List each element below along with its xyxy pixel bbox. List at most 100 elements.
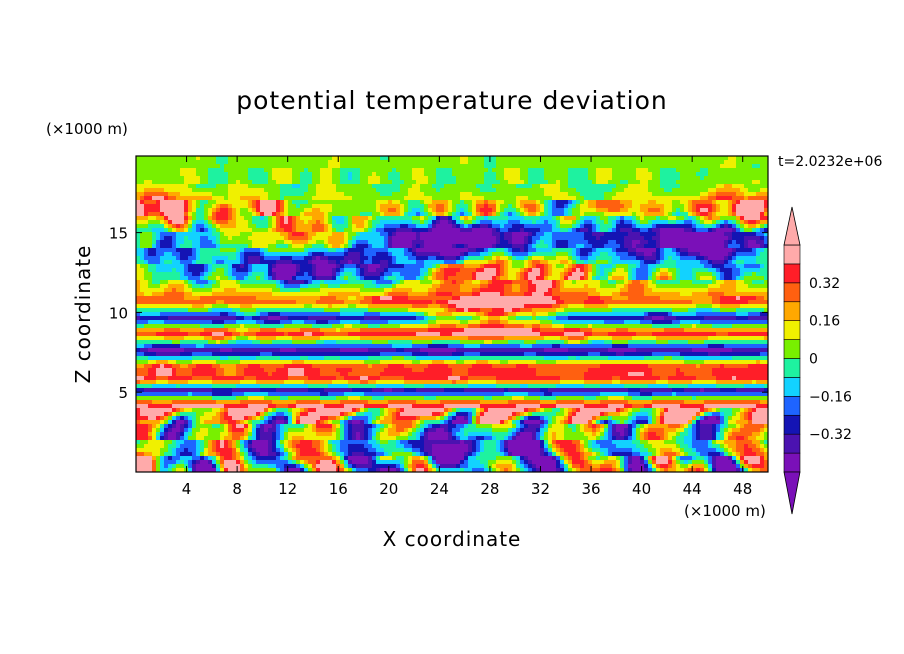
contour-cell <box>624 188 629 193</box>
contour-cell <box>212 184 217 189</box>
contour-cell <box>668 204 673 209</box>
contour-cell <box>588 168 593 173</box>
contour-cell <box>632 192 637 197</box>
contour-cell <box>520 224 525 229</box>
contour-cell <box>324 224 329 229</box>
contour-cell <box>440 272 445 277</box>
contour-cell <box>756 244 761 249</box>
contour-cell <box>244 196 249 201</box>
contour-cell <box>432 268 437 273</box>
contour-cell <box>236 248 241 253</box>
contour-cell <box>344 196 349 201</box>
contour-cell <box>188 176 193 181</box>
contour-cell <box>532 248 537 253</box>
contour-cell <box>220 192 225 197</box>
contour-cell <box>508 172 513 177</box>
contour-cell <box>720 200 725 205</box>
contour-cell <box>256 196 261 201</box>
contour-cell <box>160 192 165 197</box>
contour-cell <box>284 160 289 165</box>
contour-cell <box>412 264 417 269</box>
contour-cell <box>552 268 557 273</box>
contour-cell <box>276 196 281 201</box>
contour-cell <box>240 280 245 285</box>
contour-cell <box>228 176 233 181</box>
contour-cell <box>676 224 681 229</box>
contour-cell <box>248 188 253 193</box>
contour-cell <box>392 176 397 181</box>
contour-cell <box>528 264 533 269</box>
contour-cell <box>484 220 489 225</box>
contour-cell <box>348 196 353 201</box>
contour-cell <box>508 268 513 273</box>
contour-cell <box>352 192 357 197</box>
contour-cell <box>724 220 729 225</box>
contour-cell <box>712 176 717 181</box>
contour-cell <box>148 196 153 201</box>
contour-cell <box>568 248 573 253</box>
contour-cell <box>396 236 401 241</box>
contour-cell <box>708 220 713 225</box>
contour-cell <box>596 180 601 185</box>
contour-cell <box>688 240 693 245</box>
contour-cell <box>728 236 733 241</box>
contour-cell <box>692 208 697 213</box>
contour-cell <box>388 276 393 281</box>
contour-cell <box>548 204 553 209</box>
contour-cell <box>572 268 577 273</box>
contour-cell <box>252 224 257 229</box>
contour-cell <box>424 244 429 249</box>
contour-cell <box>432 180 437 185</box>
contour-cell <box>332 184 337 189</box>
contour-cell <box>752 172 757 177</box>
contour-cell <box>272 216 277 221</box>
contour-cell <box>620 220 625 225</box>
contour-cell <box>612 188 617 193</box>
contour-cell <box>764 192 768 197</box>
contour-cell <box>500 224 505 229</box>
contour-cell <box>192 192 197 197</box>
contour-cell <box>596 244 601 249</box>
contour-cell <box>276 224 281 229</box>
contour-cell <box>396 272 401 277</box>
contour-cell <box>704 240 709 245</box>
contour-cell <box>444 200 449 205</box>
contour-cell <box>696 164 701 169</box>
contour-cell <box>656 212 661 217</box>
contour-cell <box>440 232 445 237</box>
contour-cell <box>572 188 577 193</box>
contour-cell <box>604 212 609 217</box>
contour-cell <box>620 156 625 161</box>
contour-cell <box>724 160 729 165</box>
contour-cell <box>436 268 441 273</box>
contour-cell <box>740 184 745 189</box>
contour-cell <box>292 208 297 213</box>
contour-cell <box>596 172 601 177</box>
contour-cell <box>192 156 197 161</box>
contour-cell <box>352 224 357 229</box>
contour-cell <box>148 188 153 193</box>
contour-cell <box>444 276 449 281</box>
contour-cell <box>212 212 217 217</box>
contour-cell <box>368 248 373 253</box>
contour-cell <box>292 244 297 249</box>
contour-cell <box>196 208 201 213</box>
contour-cell <box>380 180 385 185</box>
contour-cell <box>156 216 161 221</box>
contour-cell <box>764 156 768 161</box>
contour-cell <box>488 188 493 193</box>
contour-cell <box>724 228 729 233</box>
contour-cell <box>428 232 433 237</box>
contour-cell <box>740 196 745 201</box>
contour-cell <box>576 180 581 185</box>
contour-cell <box>216 188 221 193</box>
contour-cell <box>348 172 353 177</box>
contour-cell <box>156 232 161 237</box>
contour-cell <box>244 236 249 241</box>
contour-cell <box>632 184 637 189</box>
contour-cell <box>448 172 453 177</box>
contour-cell <box>188 216 193 221</box>
contour-cell <box>680 160 685 165</box>
contour-cell <box>448 244 453 249</box>
contour-cell <box>544 264 549 269</box>
